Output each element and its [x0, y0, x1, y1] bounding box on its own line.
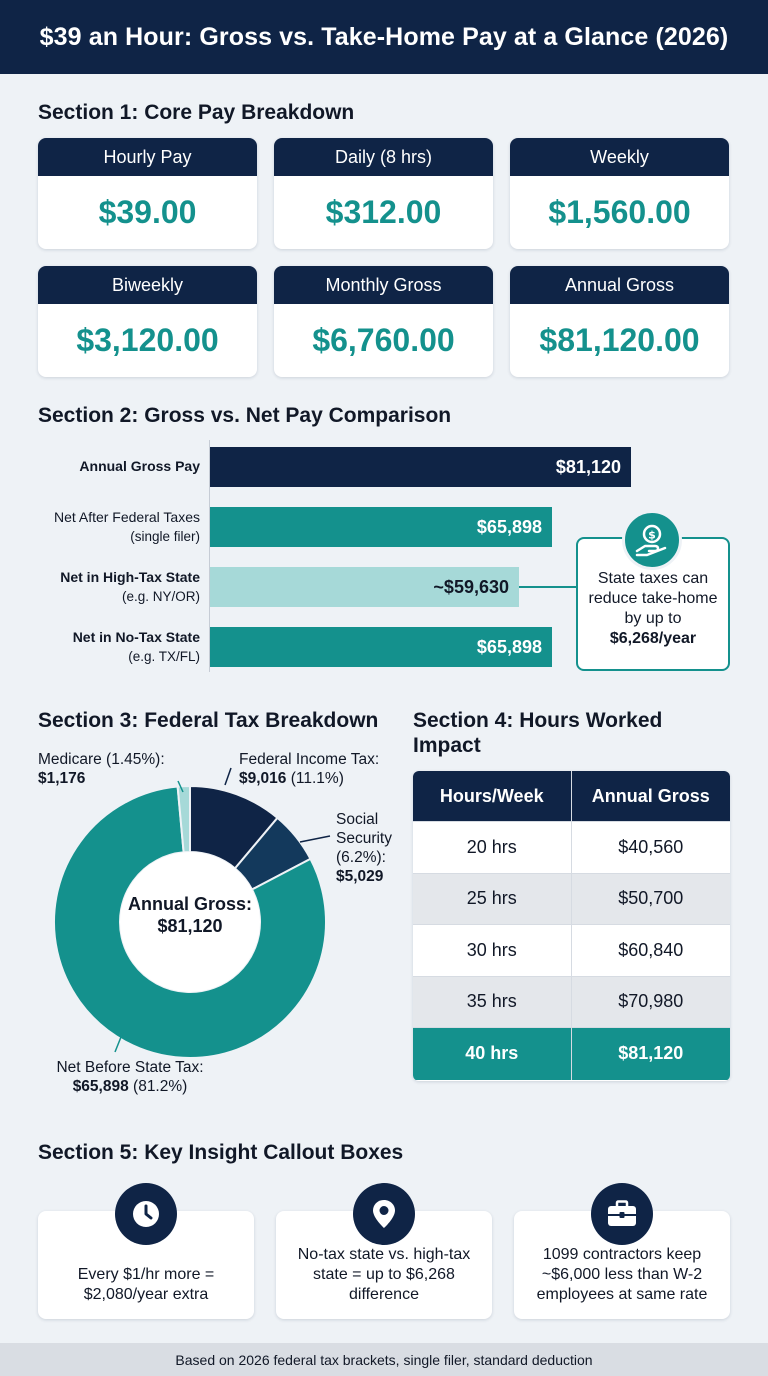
insight-text: 1099 contractors keep ~$6,000 less than … [536, 1246, 708, 1303]
card-label: Daily (8 hrs) [274, 138, 493, 176]
daily-pay-card: Daily (8 hrs) $312.00 [274, 138, 493, 249]
net-name: Net Before State Tax: [56, 1059, 204, 1076]
annual-gross-card: Annual Gross $81,120.00 [510, 266, 729, 377]
section5-title: Section 5: Key Insight Callout Boxes [38, 1141, 404, 1164]
bar-sublabel-text: (e.g. TX/FL) [128, 649, 200, 664]
card-value: $6,760.00 [312, 322, 455, 358]
section2-title: Section 2: Gross vs. Net Pay Comparison [38, 404, 452, 427]
insight-box-contractor: 1099 contractors keep ~$6,000 less than … [514, 1211, 730, 1319]
donut-center-value: $81,120 [157, 916, 223, 936]
briefcase-icon [591, 1183, 653, 1245]
social-security-label: Social Security (6.2%): $5,029 [336, 810, 392, 886]
table-cell: 30 hrs [413, 925, 572, 976]
callout-text: State taxes can reduce take-home by up t… [588, 570, 718, 627]
bar-label-high-tax: Net in High-Tax State (e.g. NY/OR) [60, 568, 200, 606]
page-title: $39 an Hour: Gross vs. Take-Home Pay at … [0, 0, 768, 74]
table-row: 30 hrs $60,840 [413, 925, 730, 977]
bar-gross: $81,120 [210, 447, 631, 487]
bar-net-federal: $65,898 [210, 507, 552, 547]
bar-label-text: Net in No-Tax State [72, 629, 200, 645]
bar-sublabel-text: (e.g. NY/OR) [121, 589, 200, 604]
bar-label-text: Annual Gross Pay [79, 458, 200, 474]
table-cell: 25 hrs [413, 873, 572, 924]
bar-label-net-federal: Net After Federal Taxes (single filer) [54, 508, 200, 546]
federal-tax-donut-chart [53, 784, 327, 1059]
net-before-state-label: Net Before State Tax: $65,898 (81.2%) [40, 1058, 220, 1096]
card-label: Weekly [510, 138, 729, 176]
table-cell: 20 hrs [413, 822, 572, 873]
insight-text: Every $1/hr more = $2,080/year extra [77, 1266, 215, 1303]
table-cell: 40 hrs [413, 1028, 572, 1080]
table-row: 20 hrs $40,560 [413, 822, 730, 874]
biweekly-pay-card: Biweekly $3,120.00 [38, 266, 257, 377]
bar-axis-line [209, 440, 210, 672]
table-row-highlighted: 40 hrs $81,120 [413, 1028, 730, 1080]
bar-net-high-tax: ~$59,630 [210, 567, 519, 607]
ss-name-1: Social [336, 811, 379, 828]
bar-label-text: Net in High-Tax State [60, 569, 200, 585]
card-value: $312.00 [325, 194, 442, 230]
table-cell: $60,840 [618, 939, 684, 960]
svg-text:$: $ [648, 529, 656, 542]
table-cell: $70,980 [618, 991, 684, 1012]
ss-pct: (6.2%): [336, 849, 386, 866]
card-value: $39.00 [98, 194, 197, 230]
callout-amount: $6,268/year [609, 630, 697, 647]
table-row: 25 hrs $50,700 [413, 873, 730, 925]
table-header-row: Hours/Week Annual Gross [413, 771, 730, 822]
bar-label-no-tax: Net in No-Tax State (e.g. TX/FL) [73, 628, 200, 666]
section3-title: Section 3: Federal Tax Breakdown [38, 709, 379, 732]
table-cell: $81,120 [618, 1043, 684, 1064]
callout-connector [519, 586, 578, 588]
bar-label-gross: Annual Gross Pay [79, 457, 200, 476]
ss-value: $5,029 [336, 868, 384, 885]
medicare-value: $1,176 [38, 770, 86, 787]
card-label: Monthly Gross [274, 266, 493, 304]
ss-name-2: Security [336, 830, 392, 847]
card-label: Annual Gross [510, 266, 729, 304]
insight-text: No-tax state vs. high-tax state = up to … [297, 1246, 471, 1303]
net-pct: (81.2%) [133, 1078, 188, 1095]
medicare-name: Medicare (1.45%): [38, 751, 165, 768]
card-value: $1,560.00 [548, 194, 691, 230]
fit-name: Federal Income Tax: [239, 751, 380, 768]
card-label: Hourly Pay [38, 138, 257, 176]
bar-label-text: Net After Federal Taxes [53, 509, 200, 525]
section4-title: Section 4: Hours Worked Impact [413, 709, 663, 757]
table-row: 35 hrs $70,980 [413, 976, 730, 1028]
table-cell: $40,560 [618, 836, 684, 857]
fit-value: $9,016 [239, 770, 287, 787]
card-label: Biweekly [38, 266, 257, 304]
card-value: $81,120.00 [539, 322, 700, 358]
monthly-gross-card: Monthly Gross $6,760.00 [274, 266, 493, 377]
donut-center-label: Annual Gross: $81,120 [110, 893, 270, 937]
bar-sublabel-text: (single filer) [130, 529, 200, 544]
weekly-pay-card: Weekly $1,560.00 [510, 138, 729, 249]
medicare-label: Medicare (1.45%): $1,176 [38, 750, 165, 788]
hourly-pay-card: Hourly Pay $39.00 [38, 138, 257, 249]
card-value: $3,120.00 [76, 322, 219, 358]
donut-center-title: Annual Gross: [127, 894, 252, 914]
footer-note: Based on 2026 federal tax brackets, sing… [0, 1343, 768, 1376]
state-tax-callout: State taxes can reduce take-home by up t… [576, 537, 730, 671]
net-value: $65,898 [72, 1078, 129, 1095]
federal-income-tax-label: Federal Income Tax: $9,016 (11.1%) [239, 750, 379, 788]
table-header-cell: Annual Gross [591, 785, 710, 806]
bar-net-no-tax: $65,898 [210, 627, 552, 667]
clock-icon [115, 1183, 177, 1245]
location-pin-icon [353, 1183, 415, 1245]
dollar-hand-icon: $ [622, 510, 682, 570]
section1-title: Section 1: Core Pay Breakdown [38, 101, 355, 124]
table-cell: $50,700 [618, 888, 684, 909]
hours-table: Hours/Week Annual Gross 20 hrs $40,560 2… [413, 771, 730, 1081]
fit-pct: (11.1%) [290, 770, 344, 787]
table-header-cell: Hours/Week [413, 771, 572, 821]
table-cell: 35 hrs [413, 976, 572, 1027]
donut-hole [120, 852, 260, 992]
